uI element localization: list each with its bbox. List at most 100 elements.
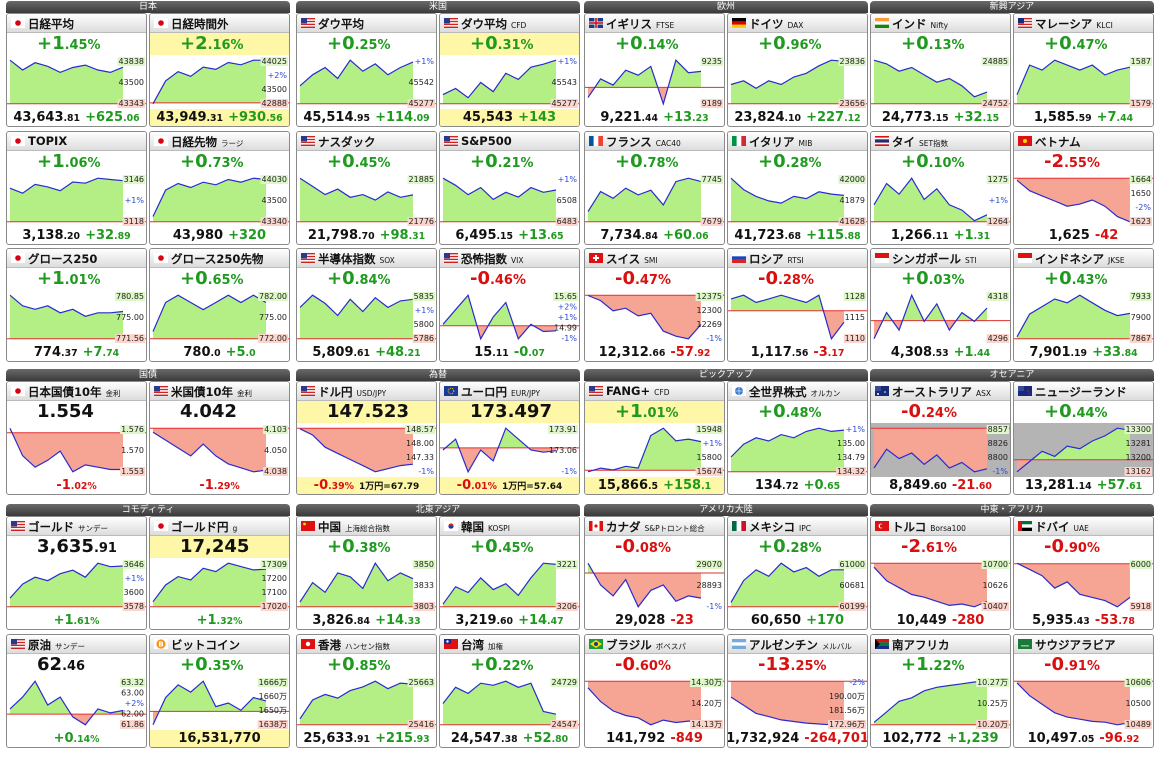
axis-label-bg	[976, 719, 1009, 729]
market-tile[interactable]: ダウ平均 CFD +0.31% +1% 45543 45277 45,543 +143	[439, 13, 580, 127]
market-name: グロース250先物	[171, 251, 263, 267]
gain-area	[443, 680, 556, 725]
axis-label: 7745	[702, 175, 722, 184]
market-tile[interactable]: サウジアラビア -0.91% 10606 10500 10489 10,497.05 -96…	[1013, 633, 1154, 748]
market-tile[interactable]: 半導体指数 SOX +0.84% 5835 +1% 5800 5786 5,809.61 +48…	[296, 248, 437, 362]
market-tile[interactable]: 中国 上海総合指数 +0.38% 3850 3833 3803 3,826.84 +14.33	[296, 516, 437, 630]
axis-label-bg	[407, 677, 435, 687]
market-subtitle: サンデー	[78, 524, 108, 533]
foot-values: 780.0 +5.0	[150, 344, 289, 361]
axis-label: +1%	[125, 574, 145, 583]
market-tile[interactable]: 南アフリカ +1.22% 10.27万 10.25万 10.20万 102,772 +1,2…	[870, 633, 1011, 748]
market-tile[interactable]: インドネシア JKSE +0.43% 7933 7900 7867 7,901.19 +33.…	[1013, 248, 1154, 362]
gain-area	[1017, 428, 1130, 460]
axis-label: 775.00	[116, 313, 144, 322]
sparkline-chart: +1% 45542 45277	[297, 57, 436, 108]
axis-label: 4296	[988, 334, 1008, 343]
sparkline-chart: 10700 10626 10407	[871, 560, 1010, 611]
market-tile[interactable]: グロース250 +1.01% 780.85 775.00 771.56 774.37 +7.…	[6, 248, 147, 362]
market-name-text: TOPIX	[28, 133, 68, 148]
foot-value: +7.44	[1096, 110, 1134, 125]
sparkline-chart: 8857 8826 8800 -1%	[871, 423, 1010, 477]
market-tile[interactable]: ユーロ円 EUR/JPY 173.497 173.91 173.06 -1% -0.01% 1…	[439, 381, 580, 495]
market-tile[interactable]: S&P500 +0.21% +1% 6508 6483 6,495.15 +13.65	[439, 130, 580, 245]
market-tile[interactable]: スイス SMI -0.47% 12375 12300 12269 -1% 12,312.66-…	[584, 248, 725, 362]
axis-label: 5918	[1131, 602, 1151, 611]
sparkline-chart: 173.91 173.06 -1%	[440, 425, 579, 476]
market-name-text: 日本国債10年	[28, 385, 102, 399]
market-tile[interactable]: ドイツ DAX +0.96% 23836 23656 23,824.10 +227.12	[727, 13, 868, 127]
market-tile[interactable]: ドル円 USD/JPY 147.523 148.57 148.00 147.33 -1% -0…	[296, 381, 437, 495]
market-tile[interactable]: イタリア MIB +0.28% 42000 41879 41628 41,723.68 +11…	[727, 130, 868, 245]
gain-area	[443, 177, 556, 222]
market-tile[interactable]: ゴールド円 g 17,245 17309 17200 17100 17020 +1.32%	[149, 516, 290, 630]
market-tile[interactable]: 米国債10年 金利 4.042 4.103 4.050 4.038 -1.29%	[149, 381, 290, 495]
market-tile[interactable]: フランス CAC40 +0.78% 7745 7679 7,734.84 +60.06	[584, 130, 725, 245]
market-tile[interactable]: メキシコ IPC +0.28% 61000 60681 60199 60,650 +170	[727, 516, 868, 630]
market-tile[interactable]: ロシア RTSI -0.28% 1128 1115 1110 1,117.56 -3.17	[727, 248, 868, 362]
market-subtitle: S&Pトロント総合	[644, 524, 705, 533]
market-tile[interactable]: インド Nifty +0.13% 24885 24752 24,773.15 +32.15	[870, 13, 1011, 127]
market-tile[interactable]: ダウ平均 +0.25% +1% 45542 45277 45,514.95 +114.09	[296, 13, 437, 127]
market-tile[interactable]: ベトナム -2.55% 1664 1650 -2% 1623 1,625 -42	[1013, 130, 1154, 245]
price-line	[730, 59, 845, 89]
market-tile[interactable]: ニュージーランド +0.44% 13300 13281 13200 13162 13,281…	[1013, 381, 1154, 495]
market-tile[interactable]: オーストラリア ASX -0.24% 8857 8826 8800 -1% 8,849.60-…	[870, 381, 1011, 495]
market-tile[interactable]: ゴールド サンデー 3,635.91 3646 +1% 3600 3578 +1.61%	[6, 516, 147, 630]
axis-label: -1%	[561, 467, 577, 476]
market-tile[interactable]: マレーシア KLCI +0.47% 1587 1579 1,585.59 +7.44	[1013, 13, 1154, 127]
tile-title-bar: 日経先物 ラージ	[150, 131, 289, 151]
foot-value: -280	[951, 613, 985, 628]
market-tile[interactable]: シンガポール STI +0.03% 4318 4296 4,308.53 +1.44	[870, 248, 1011, 362]
head-value: -0.91%	[1044, 653, 1100, 675]
market-tile[interactable]: ドバイ UAE -0.90% 6000 5918 5,935.43 -53.78	[1013, 516, 1154, 630]
market-subtitle: CFD	[654, 388, 670, 397]
market-tile[interactable]: 日経先物 ラージ +0.73% 44030 43500 43340 43,980 +320	[149, 130, 290, 245]
loss-area	[300, 428, 413, 472]
sparkline-chart: 43838 43500 43343	[7, 57, 146, 108]
market-tile[interactable]: 原油 サンデー 62.46 63.32 63.00 +2% 62.00 61.86 +0.14%	[6, 633, 147, 748]
market-tile[interactable]: 日本国債10年 金利 1.554 1.576 1.570 1.553 -1.02%	[6, 381, 147, 495]
market-tile[interactable]: トルコ Borsa100 -2.61% 10700 10626 10407 10,449 -2…	[870, 516, 1011, 630]
axis-label-bg	[700, 216, 723, 226]
tile-title-bar: サウジアラビア	[1014, 634, 1153, 654]
market-tile[interactable]: ブラジル ボベスパ -0.60% 14.30万 14.20万 14.13万 141,792-…	[584, 633, 725, 748]
axis-label-bg	[1129, 602, 1152, 611]
group-header: コモディティ	[6, 504, 290, 516]
flag-icon	[732, 521, 746, 531]
market-name: ダウ平均 CFD	[461, 16, 526, 32]
flag-icon	[444, 521, 458, 531]
axis-label: 17100	[262, 588, 287, 597]
gain-area	[300, 563, 413, 607]
tile-title-bar: メキシコ IPC	[728, 517, 867, 536]
market-tile[interactable]: タイ SET指数 +0.10% 1275 +1% 1264 1,266.11 +1.31	[870, 130, 1011, 245]
market-tile[interactable]: イギリス FTSE +0.14% 9235 9189 9,221.44 +13.23	[584, 13, 725, 127]
axis-label-bg	[120, 425, 145, 434]
price-line	[587, 294, 702, 340]
axis-label: 6483	[557, 217, 577, 226]
market-tile[interactable]: 台湾 加権 +0.22% 24729 24547 24,547.38 +52.80	[439, 633, 580, 748]
market-tile[interactable]: ナスダック +0.45% 21885 21776 21,798.70 +98.31	[296, 130, 437, 245]
price-line	[299, 59, 414, 87]
market-tile[interactable]: 日経平均 +1.45% 43838 43500 43343 43,643.81 +625.0…	[6, 13, 147, 127]
foot-value: 10,449	[896, 613, 947, 628]
market-tile[interactable]: カナダ S&Pトロント総合 -0.08% 29070 28893 -1% 29,028 -23	[584, 516, 725, 630]
market-tile[interactable]: 全世界株式 オルカン +0.48% +1% 135.00 134.79 134.32 134.…	[727, 381, 868, 495]
market-tile[interactable]: 香港 ハンセン指数 +0.85% 25663 25416 25,633.91 +215.93	[296, 633, 437, 748]
market-tile[interactable]: 恐怖指数 VIX -0.46% 15.65 +2% +1% 14.99 -1% 15.11 -0.…	[439, 248, 580, 362]
market-tile[interactable]: B ビットコイン +0.35% 1666万 1660万 1650万 1638万 16,531,…	[149, 633, 290, 748]
market-tile[interactable]: アルゼンチン メルバル -13.25% -2% 190.00万 181.56万 172.96…	[727, 633, 868, 748]
axis-label: 17309	[262, 560, 287, 569]
market-tile[interactable]: FANG+ CFD +1.01% 15948 +1% 15800 15674 15,866.5…	[584, 381, 725, 495]
sparkline-chart: 10606 10500 10489	[1014, 677, 1153, 729]
market-tile[interactable]: グロース250先物 +0.65% 782.00 775.00 772.00 780.0 +5…	[149, 248, 290, 362]
market-name: トルコ Borsa100	[892, 519, 966, 535]
foot-value: +115.88	[806, 227, 861, 243]
axis-label-bg	[838, 560, 866, 569]
market-tile[interactable]: TOPIX +1.06% 3146 +1% 3118 3,138.20 +32.89	[6, 130, 147, 245]
market-tile[interactable]: 韓国 KOSPI +0.45% 3221 3206 3,219.60 +14.47	[439, 516, 580, 630]
tile-title-bar: TOPIX	[7, 131, 146, 151]
market-tile[interactable]: 日経時間外 +2.16% 44025 +2% 43500 42888 43,949.31 +9…	[149, 13, 290, 127]
market-name-text: 日経先物	[171, 134, 217, 149]
foot-values: 1,625 -42	[1014, 227, 1153, 244]
